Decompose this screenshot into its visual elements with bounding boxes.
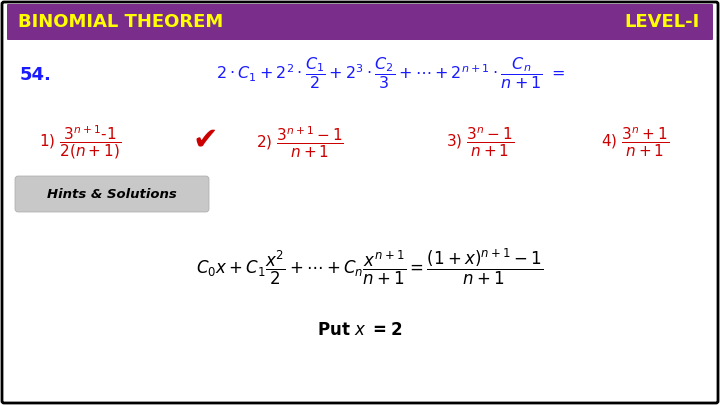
FancyBboxPatch shape [15,176,209,212]
Text: $2)\ \dfrac{3^{n+1}-1}{n+1}$: $2)\ \dfrac{3^{n+1}-1}{n+1}$ [256,124,344,160]
Text: ✔: ✔ [192,126,217,154]
Text: $3)\ \dfrac{3^n-1}{n+1}$: $3)\ \dfrac{3^n-1}{n+1}$ [446,125,514,159]
Text: Hints & Solutions: Hints & Solutions [47,188,177,200]
Text: $2\cdot C_1 + 2^2\cdot\dfrac{C_1}{2} + 2^3\cdot\dfrac{C_2}{3} + \cdots + 2^{n+1}: $2\cdot C_1 + 2^2\cdot\dfrac{C_1}{2} + 2… [215,55,564,91]
Text: $1)\ \dfrac{3^{n+1}\text{-}1}{2(n+1)}$: $1)\ \dfrac{3^{n+1}\text{-}1}{2(n+1)}$ [39,123,121,161]
FancyBboxPatch shape [7,4,713,40]
Text: $4)\ \dfrac{3^n+1}{n+1}$: $4)\ \dfrac{3^n+1}{n+1}$ [601,125,669,159]
Text: LEVEL-I: LEVEL-I [625,13,700,31]
Text: $C_0x + C_1\dfrac{x^2}{2} + \cdots + C_n\dfrac{x^{n+1}}{n+1} = \dfrac{(1+x)^{n+1: $C_0x + C_1\dfrac{x^2}{2} + \cdots + C_n… [197,247,544,287]
Text: BINOMIAL THEOREM: BINOMIAL THEOREM [18,13,223,31]
Text: $\bf{Put}\ \it{x}\ \bf{= 2}$: $\bf{Put}\ \it{x}\ \bf{= 2}$ [318,321,402,339]
Text: 54.: 54. [20,66,52,84]
